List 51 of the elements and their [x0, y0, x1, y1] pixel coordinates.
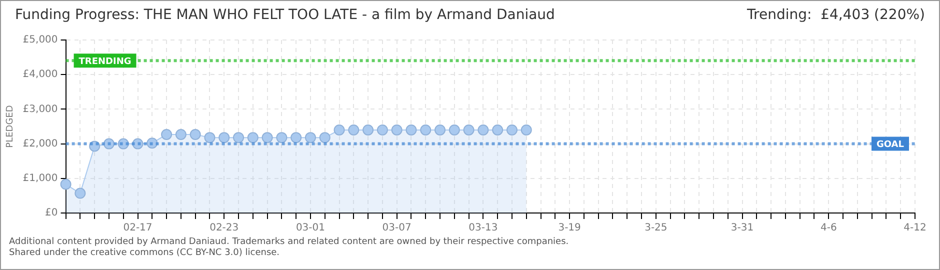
point — [247, 132, 258, 144]
ref-line-label: GOAL — [876, 140, 904, 150]
y-tick-label: £5,000 — [22, 34, 58, 46]
point — [161, 128, 172, 140]
point — [262, 132, 273, 144]
y-tick-label: £4,000 — [22, 69, 58, 80]
y-tick-label: £1,000 — [22, 172, 58, 184]
point — [448, 124, 460, 136]
point — [290, 132, 302, 144]
x-tick-label: 03-07 — [382, 222, 412, 234]
x-tick-label: 03-13 — [468, 222, 498, 234]
point — [391, 124, 402, 136]
point — [506, 124, 518, 136]
point — [218, 132, 230, 144]
point — [74, 188, 86, 199]
point — [362, 124, 374, 136]
chart-subtitle: Trending: £4,403 (220%) — [747, 7, 925, 25]
point — [520, 124, 532, 136]
point — [190, 128, 201, 140]
chart-title: Funding Progress: THE MAN WHO FELT TOO LATE - a film by Armand Daniaud — [15, 7, 555, 25]
point — [319, 132, 330, 144]
point — [175, 128, 186, 140]
point — [376, 124, 388, 136]
x-tick-label: 02-17 — [123, 222, 152, 234]
point — [334, 124, 345, 136]
x-tick-label: 4-6 — [820, 222, 837, 234]
ref-line-label: TRENDING — [78, 57, 132, 67]
point — [420, 124, 432, 136]
point — [304, 132, 316, 144]
point — [233, 132, 244, 144]
x-tick-label: 4-12 — [904, 222, 926, 234]
y-tick-label: £3,000 — [22, 104, 58, 115]
x-tick-label: 3-31 — [730, 222, 754, 234]
point — [204, 132, 216, 144]
text: Additional content provided by Armand Daniaud. Trademarks and related content are owned by their respective companies. — [9, 237, 570, 248]
point — [60, 178, 72, 190]
point — [276, 132, 288, 144]
x-tick-label: 03-01 — [296, 222, 326, 234]
text: Shared under the creative commons (CC BY-NC 3.0) license. — [9, 248, 281, 259]
x-tick-label: 3-25 — [644, 222, 668, 234]
point — [478, 124, 489, 136]
point — [463, 124, 474, 136]
x-tick-label: 02-23 — [210, 222, 239, 234]
x-tick-label: 3-19 — [558, 222, 581, 234]
point — [492, 124, 504, 136]
y-axis-title: PLEDGED — [6, 105, 16, 148]
point — [406, 124, 417, 136]
y-tick-label: £0 — [45, 208, 58, 219]
point — [348, 124, 360, 136]
y-tick-label: £2,000 — [22, 138, 58, 150]
point — [434, 124, 446, 136]
